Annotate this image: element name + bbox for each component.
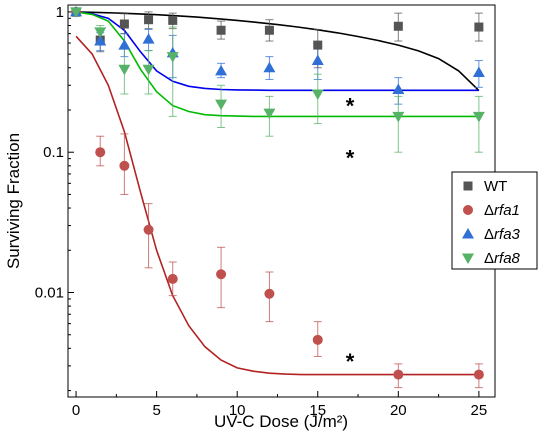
legend-label: WT — [484, 178, 507, 195]
legend-label: Δrfa8 — [484, 250, 521, 267]
data-point — [263, 108, 276, 120]
fit-curve — [75, 35, 479, 376]
y-tick-label: 0.01 — [35, 285, 64, 302]
data-point — [216, 269, 227, 280]
x-axis-ticks: 0 5 10 15 20 25 — [72, 391, 487, 419]
significance-star: * — [346, 349, 355, 374]
data-point — [311, 54, 324, 66]
data-point — [142, 33, 155, 44]
data-point — [94, 27, 107, 38]
x-tick-label: 20 — [390, 402, 407, 419]
data-point — [393, 369, 404, 380]
legend-label: Δrfa3 — [484, 226, 521, 243]
data-point — [472, 66, 485, 77]
x-tick-label: 25 — [471, 402, 488, 419]
data-point — [166, 52, 179, 63]
data-point — [95, 147, 106, 158]
data-point — [70, 7, 83, 18]
x-axis-title: UV-C Dose (J/m²) — [214, 412, 348, 431]
data-point — [167, 273, 178, 284]
data-point — [393, 21, 403, 31]
data-point — [119, 19, 129, 29]
y-axis-title: Surviving Fraction — [4, 133, 23, 269]
data-point — [312, 334, 323, 345]
y-tick-label: 0.1 — [43, 144, 64, 161]
legend: WT Δrfa1 Δrfa3 Δrfa8 — [451, 171, 538, 270]
fit-curves — [75, 11, 480, 376]
x-tick-label: 0 — [72, 402, 80, 419]
fit-curve — [76, 11, 480, 92]
legend-marker — [463, 205, 473, 215]
data-point — [215, 64, 228, 76]
data-point — [264, 288, 275, 299]
data-point — [264, 25, 274, 35]
plot-frame — [67, 4, 496, 398]
data-point — [118, 39, 131, 50]
y-tick-label: 1 — [56, 4, 64, 21]
data-point — [472, 111, 485, 123]
significance-marks: * * * — [346, 94, 355, 374]
data-point — [473, 369, 484, 380]
data-point — [313, 40, 323, 50]
data-point — [392, 111, 405, 123]
y-axis-ticks: 0.01 0.1 1 — [35, 4, 74, 392]
significance-star: * — [346, 146, 355, 171]
x-tick-label: 15 — [309, 402, 326, 419]
data-point — [215, 99, 228, 111]
error-bars — [72, 7, 483, 389]
data-point — [143, 224, 154, 235]
fit-curve — [75, 11, 479, 118]
legend-marker — [463, 181, 473, 191]
data-point — [263, 61, 276, 73]
data-points — [70, 5, 485, 380]
data-point — [119, 160, 130, 171]
legend-marker — [462, 228, 474, 239]
data-point — [142, 64, 155, 76]
legend-label: Δrfa1 — [484, 202, 520, 219]
legend-marker — [462, 253, 474, 264]
data-point — [474, 22, 484, 32]
data-point — [216, 25, 226, 35]
data-point — [94, 35, 107, 46]
data-point — [168, 15, 178, 25]
data-point — [118, 64, 131, 76]
x-tick-label: 5 — [152, 402, 160, 419]
data-point — [144, 15, 154, 25]
data-point — [311, 89, 324, 100]
significance-star: * — [346, 94, 355, 119]
data-point — [392, 83, 405, 94]
x-tick-label: 10 — [229, 402, 246, 419]
